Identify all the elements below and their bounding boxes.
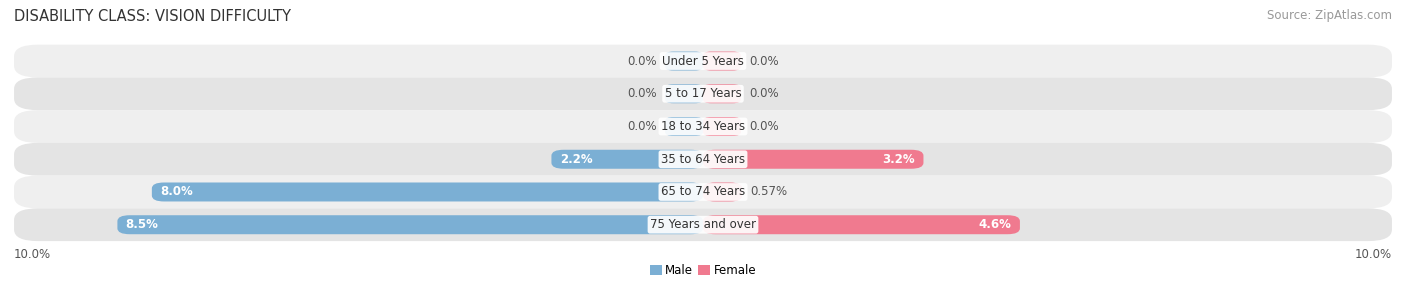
Text: 8.5%: 8.5% (125, 218, 159, 231)
Text: 0.0%: 0.0% (627, 54, 657, 67)
FancyBboxPatch shape (665, 117, 703, 136)
FancyBboxPatch shape (703, 52, 741, 71)
FancyBboxPatch shape (703, 182, 742, 202)
Text: 35 to 64 Years: 35 to 64 Years (661, 153, 745, 166)
Text: 0.0%: 0.0% (627, 120, 657, 133)
FancyBboxPatch shape (14, 143, 1392, 176)
Text: 10.0%: 10.0% (1355, 248, 1392, 261)
Text: Under 5 Years: Under 5 Years (662, 54, 744, 67)
FancyBboxPatch shape (703, 117, 741, 136)
Text: 10.0%: 10.0% (14, 248, 51, 261)
Text: 0.0%: 0.0% (749, 120, 779, 133)
Text: DISABILITY CLASS: VISION DIFFICULTY: DISABILITY CLASS: VISION DIFFICULTY (14, 9, 291, 24)
Legend: Male, Female: Male, Female (645, 259, 761, 282)
FancyBboxPatch shape (14, 110, 1392, 143)
FancyBboxPatch shape (14, 45, 1392, 78)
FancyBboxPatch shape (551, 150, 703, 169)
FancyBboxPatch shape (14, 208, 1392, 241)
FancyBboxPatch shape (117, 215, 703, 234)
Text: 65 to 74 Years: 65 to 74 Years (661, 185, 745, 199)
Text: 8.0%: 8.0% (160, 185, 193, 199)
FancyBboxPatch shape (665, 84, 703, 103)
FancyBboxPatch shape (703, 84, 741, 103)
FancyBboxPatch shape (14, 176, 1392, 208)
Text: 4.6%: 4.6% (979, 218, 1012, 231)
Text: 18 to 34 Years: 18 to 34 Years (661, 120, 745, 133)
FancyBboxPatch shape (665, 52, 703, 71)
Text: 5 to 17 Years: 5 to 17 Years (665, 87, 741, 100)
FancyBboxPatch shape (703, 150, 924, 169)
Text: 3.2%: 3.2% (883, 153, 915, 166)
FancyBboxPatch shape (152, 182, 703, 202)
Text: Source: ZipAtlas.com: Source: ZipAtlas.com (1267, 9, 1392, 22)
Text: 2.2%: 2.2% (560, 153, 592, 166)
Text: 0.57%: 0.57% (751, 185, 787, 199)
FancyBboxPatch shape (14, 78, 1392, 110)
Text: 0.0%: 0.0% (749, 54, 779, 67)
FancyBboxPatch shape (703, 215, 1019, 234)
Text: 0.0%: 0.0% (627, 87, 657, 100)
Text: 75 Years and over: 75 Years and over (650, 218, 756, 231)
Text: 0.0%: 0.0% (749, 87, 779, 100)
